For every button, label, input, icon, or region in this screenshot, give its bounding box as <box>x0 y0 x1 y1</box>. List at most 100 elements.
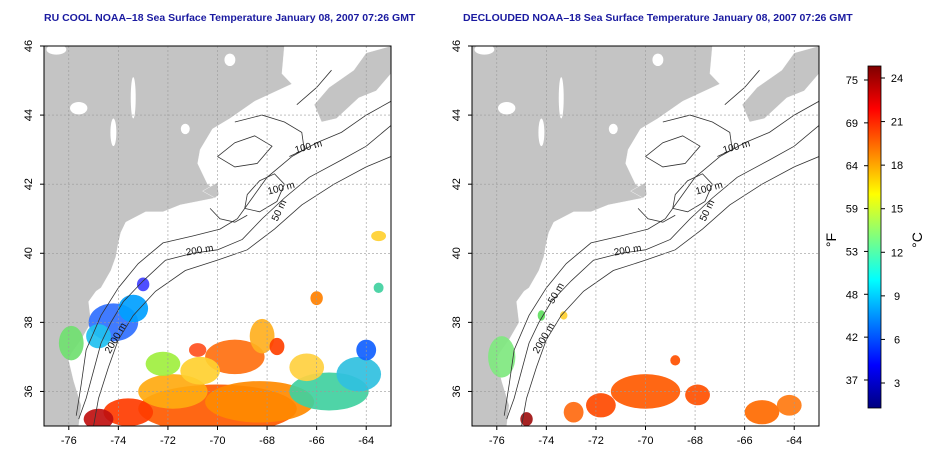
sst-patch <box>563 401 584 423</box>
lon-tick-label: -74 <box>110 435 126 447</box>
celsius-tick-label: 18 <box>891 160 903 172</box>
lake <box>224 53 236 67</box>
lake <box>46 46 67 55</box>
contour-line <box>75 100 391 416</box>
contour-line <box>645 135 701 168</box>
sst-patch <box>103 398 154 426</box>
lake <box>538 118 545 147</box>
contour-line <box>503 100 819 416</box>
contour-label: 200 m <box>613 243 642 259</box>
lat-tick-label: 42 <box>23 178 35 190</box>
nova-scotia-land <box>741 46 819 123</box>
sst-patch <box>180 356 220 385</box>
sst-patch <box>249 318 275 354</box>
fahrenheit-label: °F <box>823 233 839 247</box>
lake <box>70 101 88 115</box>
lat-tick-label: 46 <box>23 40 35 52</box>
contour-line <box>521 156 819 426</box>
sst-patch <box>83 408 114 426</box>
lon-tick-label: -70 <box>210 435 226 447</box>
sst-patch <box>58 325 84 361</box>
contour-line <box>209 208 248 223</box>
contour-line <box>662 114 733 157</box>
lon-ticks: -76 -74 -72 -70 -68 -66 -64 <box>489 426 802 447</box>
lat-tick-label: 36 <box>451 385 463 397</box>
lon-tick-label: -68 <box>259 435 275 447</box>
land <box>472 46 819 426</box>
contour-line <box>234 114 305 157</box>
contour-line <box>244 173 285 213</box>
lon-tick-label: -64 <box>358 435 374 447</box>
lon-tick-label: -74 <box>538 435 554 447</box>
lake <box>608 123 618 135</box>
sst-patch <box>371 230 387 242</box>
lake <box>558 77 564 119</box>
contour-line <box>217 135 273 168</box>
contour-line <box>93 156 391 426</box>
fahrenheit-tick-label: 69 <box>846 118 858 130</box>
fahrenheit-tick-label: 64 <box>846 161 858 173</box>
nova-scotia-land <box>313 46 391 123</box>
left-map-title: RU COOL NOAA–18 Sea Surface Temperature … <box>44 12 416 24</box>
sst-patch <box>776 394 802 416</box>
lat-tick-label: 40 <box>451 247 463 259</box>
lat-tick-label: 46 <box>451 40 463 52</box>
sst-patch <box>373 282 384 293</box>
lon-tick-label: -72 <box>160 435 176 447</box>
bathymetry-contours <box>503 69 819 426</box>
sst-patch <box>118 294 149 323</box>
fahrenheit-tick-label: 75 <box>846 75 858 87</box>
grid-lines <box>472 46 819 426</box>
lon-tick-label: -76 <box>61 435 77 447</box>
sst-patch <box>744 400 780 425</box>
lat-ticks: 46 44 42 40 38 36 <box>23 40 44 398</box>
sst-patch <box>269 337 285 356</box>
sst-patch <box>336 356 382 392</box>
celsius-tick-label: 24 <box>891 73 903 85</box>
celsius-tick-label: 9 <box>894 291 900 303</box>
fahrenheit-tick-label: 59 <box>846 204 858 216</box>
fahrenheit-tick-label: 37 <box>846 375 858 387</box>
lake <box>110 118 117 147</box>
contour-line <box>672 173 713 213</box>
sst-patch <box>145 351 181 376</box>
sst-patch <box>188 343 207 357</box>
contour-label: 200 m <box>185 243 214 259</box>
lon-tick-label: -64 <box>786 435 802 447</box>
sst-patch <box>537 310 546 321</box>
fahrenheit-tick-label: 53 <box>846 246 858 258</box>
fahrenheit-tick-label: 42 <box>846 332 858 344</box>
lat-tick-label: 38 <box>23 316 35 328</box>
celsius-tick-label: 12 <box>891 247 903 259</box>
fahrenheit-tick-label: 48 <box>846 289 858 301</box>
lon-tick-label: -70 <box>638 435 654 447</box>
sst-patches <box>488 310 802 426</box>
lon-ticks: -76 -74 -72 -70 -68 -66 -64 <box>61 426 374 447</box>
sst-patch <box>289 353 325 382</box>
sst-patch <box>136 277 150 292</box>
fahrenheit-ticks: 75 69 64 59 53 48 42 37 <box>846 75 868 387</box>
lake <box>130 77 136 119</box>
lat-tick-label: 36 <box>23 385 35 397</box>
land <box>44 46 391 426</box>
lon-tick-label: -76 <box>489 435 505 447</box>
lon-tick-label: -68 <box>687 435 703 447</box>
sst-patch <box>586 393 616 418</box>
grid-lines <box>44 46 391 426</box>
sst-patch <box>685 384 710 406</box>
sst-patch <box>670 355 681 366</box>
right-map-title: DECLOUDED NOAA–18 Sea Surface Temperatur… <box>463 12 853 24</box>
lat-tick-label: 40 <box>23 247 35 259</box>
cape-cod-land <box>202 182 219 199</box>
lake <box>652 53 664 67</box>
sst-patches <box>58 230 387 426</box>
celsius-tick-label: 15 <box>891 204 903 216</box>
lake <box>498 101 516 115</box>
lat-tick-label: 44 <box>23 109 35 121</box>
colorbar: 75 69 64 59 53 48 42 37 24 21 18 15 12 9 6 3 °F °C <box>823 65 925 409</box>
cape-cod-land <box>630 182 647 199</box>
celsius-tick-label: 6 <box>894 334 900 346</box>
